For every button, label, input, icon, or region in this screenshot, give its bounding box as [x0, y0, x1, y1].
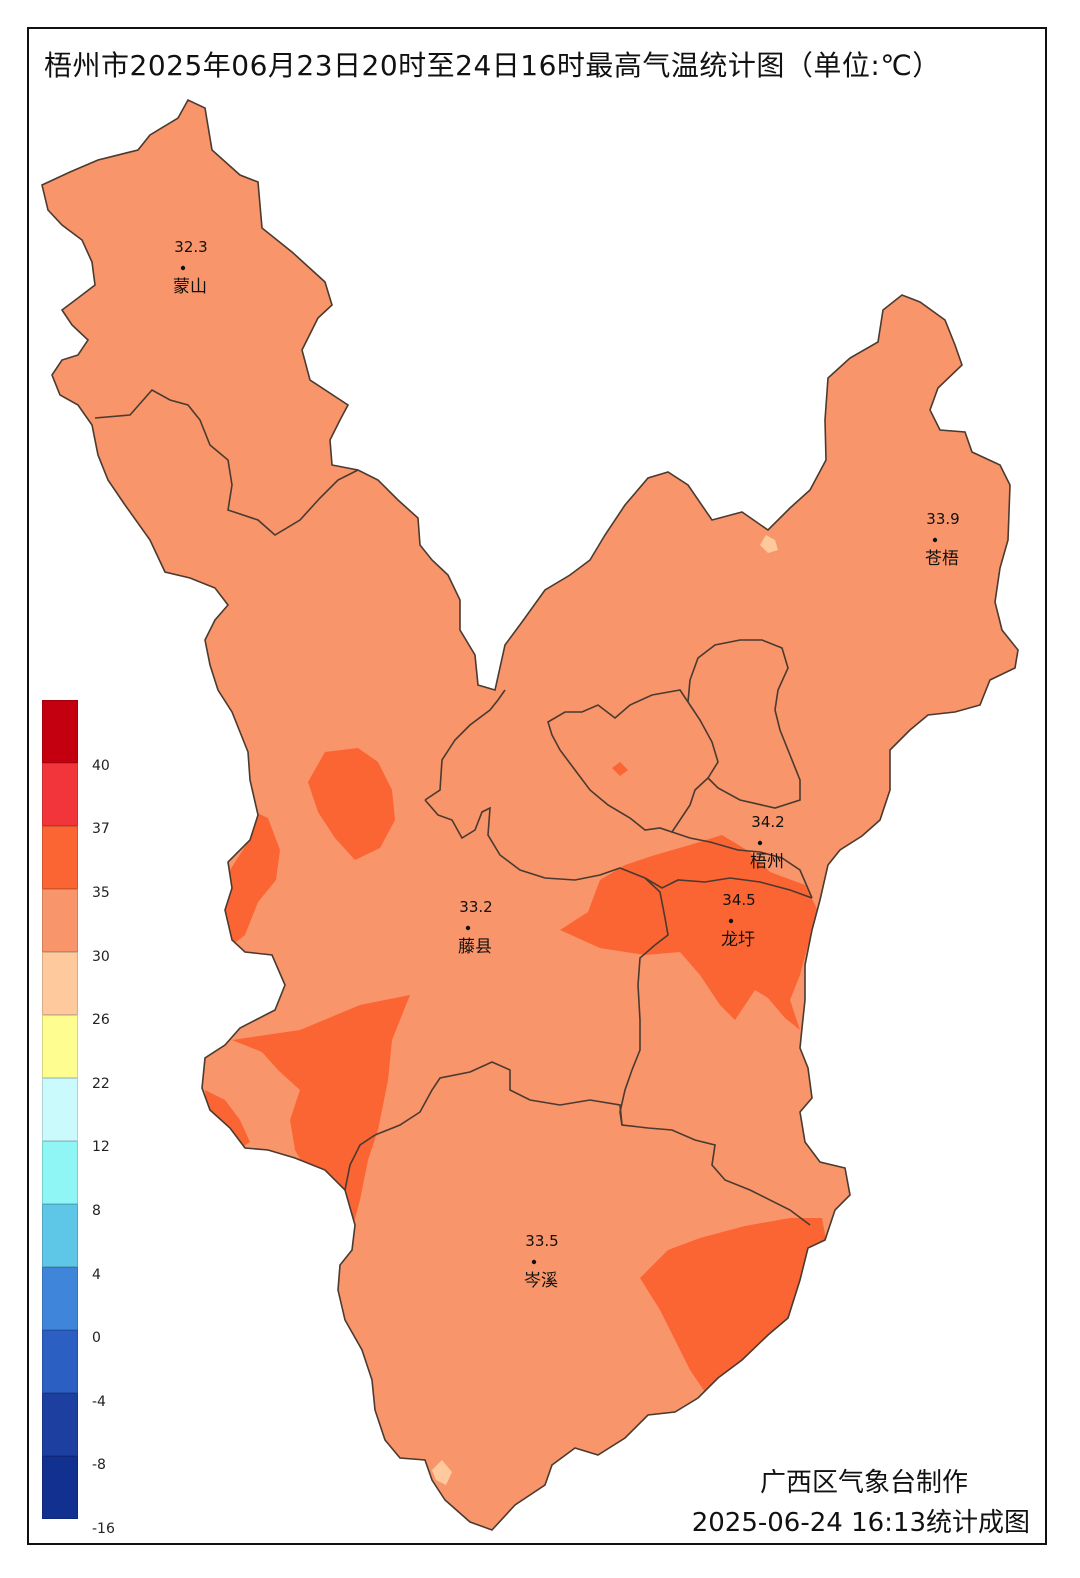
station-dot [531, 1259, 537, 1265]
station-value: 34.2 [751, 813, 784, 831]
border-mengshan-south [94, 388, 359, 536]
station-name: 蒙山 [173, 277, 207, 297]
legend-swatch [42, 1141, 78, 1204]
station-name: 藤县 [458, 937, 492, 957]
border-teng-longxu [619, 877, 669, 1126]
legend-label: 4 [92, 1267, 101, 1283]
color-legend [42, 700, 80, 1519]
hot-zone-wuzhou-longxu [560, 835, 820, 1030]
county-borders [94, 388, 813, 1226]
station-value: 32.3 [174, 238, 207, 256]
hot-zone-west-corner [205, 1090, 250, 1150]
legend-swatch [42, 889, 78, 952]
legend-swatch [42, 952, 78, 1015]
legend-label: 35 [92, 885, 110, 901]
legend-swatch [42, 1330, 78, 1393]
legend-swatch [42, 700, 78, 763]
cool-zone-south [432, 1460, 452, 1485]
legend-label: 22 [92, 1076, 110, 1092]
legend-swatch [42, 1456, 78, 1519]
border-cenxi-north [374, 1061, 811, 1226]
legend-swatch [42, 1204, 78, 1267]
legend-label: 8 [92, 1203, 101, 1219]
station-markers: 32.3 蒙山 33.9 苍梧 34.2 梧州 33.2 藤县 34.5 龙圩 33.5 岑溪 [173, 238, 960, 1291]
legend-swatch [42, 1267, 78, 1330]
legend-swatch [42, 826, 78, 889]
legend-label: 12 [92, 1139, 110, 1155]
border-inner-tengxian [424, 799, 813, 899]
legend-label: -8 [92, 1457, 106, 1473]
legend-label: 40 [92, 758, 110, 774]
credit-text: 广西区气象台制作 [759, 1468, 968, 1498]
hot-zone-west-north [308, 748, 395, 860]
legend-label: 30 [92, 949, 110, 965]
map-frame [27, 27, 1047, 1545]
legend-label: 26 [92, 1012, 110, 1028]
credit-time: 2025-06-24 16:13统计成图 [691, 1508, 1030, 1538]
station-name: 龙圩 [721, 930, 755, 950]
map-base-fill [42, 100, 1018, 1530]
station-name: 岑溪 [524, 1271, 558, 1291]
station-value: 33.2 [459, 898, 492, 916]
station-name: 苍梧 [925, 549, 959, 569]
legend-swatch [42, 1078, 78, 1141]
station-dot [932, 537, 938, 543]
legend-label: -16 [92, 1521, 115, 1537]
legend-label: 0 [92, 1330, 101, 1346]
station-dot [180, 265, 186, 271]
border-teng-cangwu [424, 689, 506, 801]
hot-zone-west-edge [220, 812, 280, 945]
legend-swatch [42, 1393, 78, 1456]
legend-swatch [42, 763, 78, 826]
station-value: 34.5 [722, 891, 755, 909]
cool-zone-north [760, 535, 778, 553]
border-wuzhou-city [671, 831, 813, 899]
border-changzhou-west [547, 689, 719, 833]
page-title: 梧州市2025年06月23日20时至24日16时最高气温统计图（单位:℃） [44, 49, 941, 82]
hot-zone-tengxian-spot [612, 762, 628, 776]
station-dot [465, 925, 471, 931]
station-dot [757, 840, 763, 846]
legend-label: -4 [92, 1394, 106, 1410]
legend-label: 37 [92, 821, 110, 837]
station-value: 33.5 [525, 1232, 558, 1250]
hot-zone-southeast [640, 1218, 826, 1392]
station-name: 梧州 [750, 852, 784, 872]
hot-zone-west-south [232, 995, 410, 1230]
station-dot [728, 918, 734, 924]
border-changzhou-east [687, 639, 801, 809]
legend-swatch [42, 1015, 78, 1078]
station-value: 33.9 [926, 510, 959, 528]
border-cenxi-west [344, 1134, 376, 1191]
